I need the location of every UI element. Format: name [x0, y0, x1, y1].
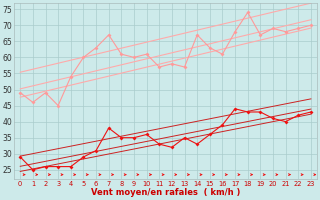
X-axis label: Vent moyen/en rafales  ( km/h ): Vent moyen/en rafales ( km/h ) [91, 188, 240, 197]
